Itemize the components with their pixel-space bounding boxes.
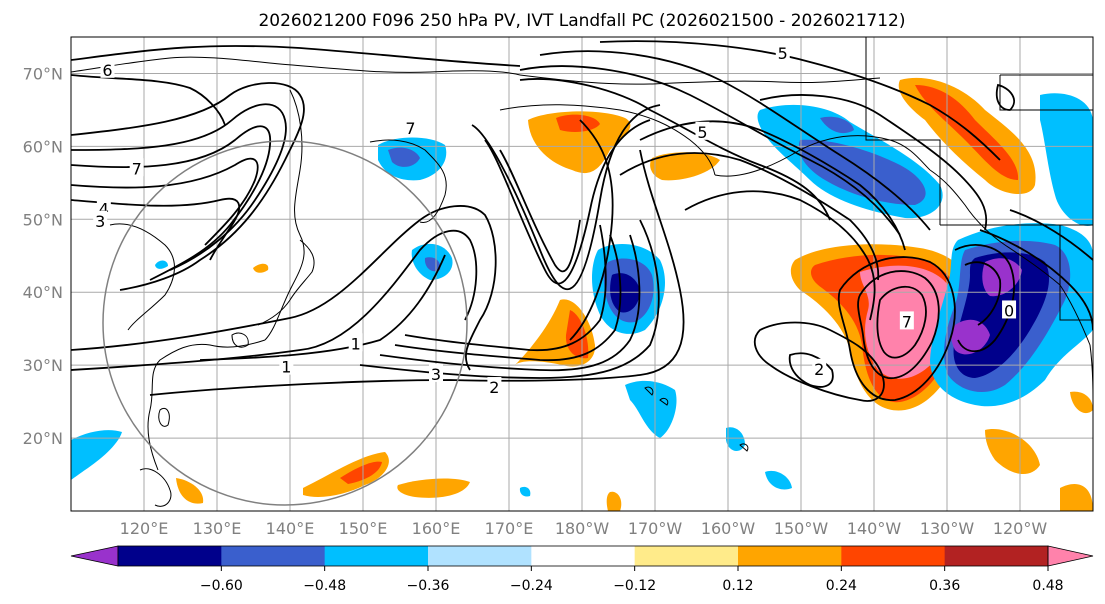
colorbar-tick-label: −0.12 (613, 578, 656, 594)
lon-tick-label: 130°E (193, 519, 242, 538)
contour-label-bg (812, 358, 827, 377)
contour-label: 7 (132, 159, 142, 178)
lon-tick-label: 170°W (628, 519, 683, 538)
contour-label-bg (403, 118, 418, 137)
contour-label-bg (100, 59, 115, 78)
contour-label: 1 (351, 334, 361, 353)
lon-tick-label: 170°E (485, 519, 534, 538)
lat-tick-label: 30°N (23, 356, 63, 375)
lon-tick-label: 160°W (701, 519, 756, 538)
map-frame (70, 36, 1094, 512)
colorbar-segment (324, 546, 429, 566)
contour-label: 5 (697, 123, 707, 142)
colorbar-segment (738, 546, 842, 566)
colorbar: −0.60 −0.48 −0.36 −0.24 −0.12 0.12 0.24 0.36 0.4… (70, 545, 1094, 594)
great-circle (102, 140, 468, 506)
lon-tick-label: 130°W (920, 519, 975, 538)
colorbar-tick-label: 0.48 (1032, 578, 1063, 594)
colorbar-segment (944, 546, 1049, 566)
contour-label-bg (899, 311, 914, 330)
contour-label: 2 (814, 360, 824, 379)
lon-tick-label: 140°E (266, 519, 315, 538)
contour-label-bg (429, 363, 443, 382)
colorbar-segment (841, 546, 946, 566)
colorbar-extend-low (70, 545, 119, 567)
contour-label: 3 (431, 365, 441, 384)
contour-label-bg (348, 333, 363, 352)
colorbar-tick-label: −0.60 (200, 578, 243, 594)
lon-tick-label: 180°W (555, 519, 610, 538)
lat-tick-label: 60°N (23, 137, 63, 156)
contour-label-bg (775, 43, 790, 62)
pv-contours (71, 40, 1093, 402)
lon-tick-label: 160°E (412, 519, 461, 538)
lat-tick-label: 40°N (23, 283, 63, 302)
lon-tick-label: 120°E (120, 519, 169, 538)
contour-label: 5 (778, 44, 788, 63)
contour-label: 1 (281, 358, 291, 377)
lat-tick-label: 70°N (23, 64, 63, 83)
contour-label-bg (695, 121, 710, 140)
lat-tick-label: 50°N (23, 210, 63, 229)
lon-tick-label: 140°W (847, 519, 902, 538)
colorbar-segment (428, 546, 532, 566)
contour-label-bg (487, 377, 502, 396)
contour-label: 7 (902, 312, 912, 331)
contour-label: 2 (489, 378, 499, 397)
lat-axis: 20°N 30°N 40°N 50°N 60°N 70°N (23, 64, 63, 448)
contour-label-bg (129, 158, 144, 177)
lat-tick-label: 20°N (23, 429, 63, 448)
colorbar-segment (221, 546, 326, 566)
lon-tick-label: 150°E (339, 519, 388, 538)
colorbar-tick-label: 0.12 (722, 578, 753, 594)
contour-label: 0 (1004, 301, 1014, 320)
colorbar-tick-label: −0.24 (510, 578, 553, 594)
contour-label-bg (279, 356, 294, 375)
contour-label: 4 (99, 199, 109, 218)
colorbar-tick-label: 0.36 (929, 578, 960, 594)
colorbar-segment (531, 546, 636, 566)
contour-label: 6 (102, 61, 112, 80)
contour-label: 3 (95, 212, 105, 231)
map-title: 2026021200 F096 250 hPa PV, IVT Landfall… (258, 11, 905, 31)
contour-label: 7 (405, 119, 415, 138)
colorbar-tick-label: −0.48 (303, 578, 346, 594)
colorbar-segment (634, 546, 739, 566)
contour-label-bg (93, 210, 108, 229)
colorbar-segment (118, 546, 222, 566)
contour-label-bg (1002, 300, 1017, 319)
colorbar-outline (117, 545, 1049, 567)
lon-tick-label: 120°W (993, 519, 1048, 538)
colorbar-tick-label: −0.36 (407, 578, 450, 594)
colorbar-extend-high (1047, 545, 1094, 567)
lon-axis: 120°E 130°E 140°E 150°E 160°E 170°E 180°W 170°W… (120, 519, 1048, 538)
lon-tick-label: 150°W (774, 519, 829, 538)
colorbar-tick-label: 0.24 (826, 578, 857, 594)
